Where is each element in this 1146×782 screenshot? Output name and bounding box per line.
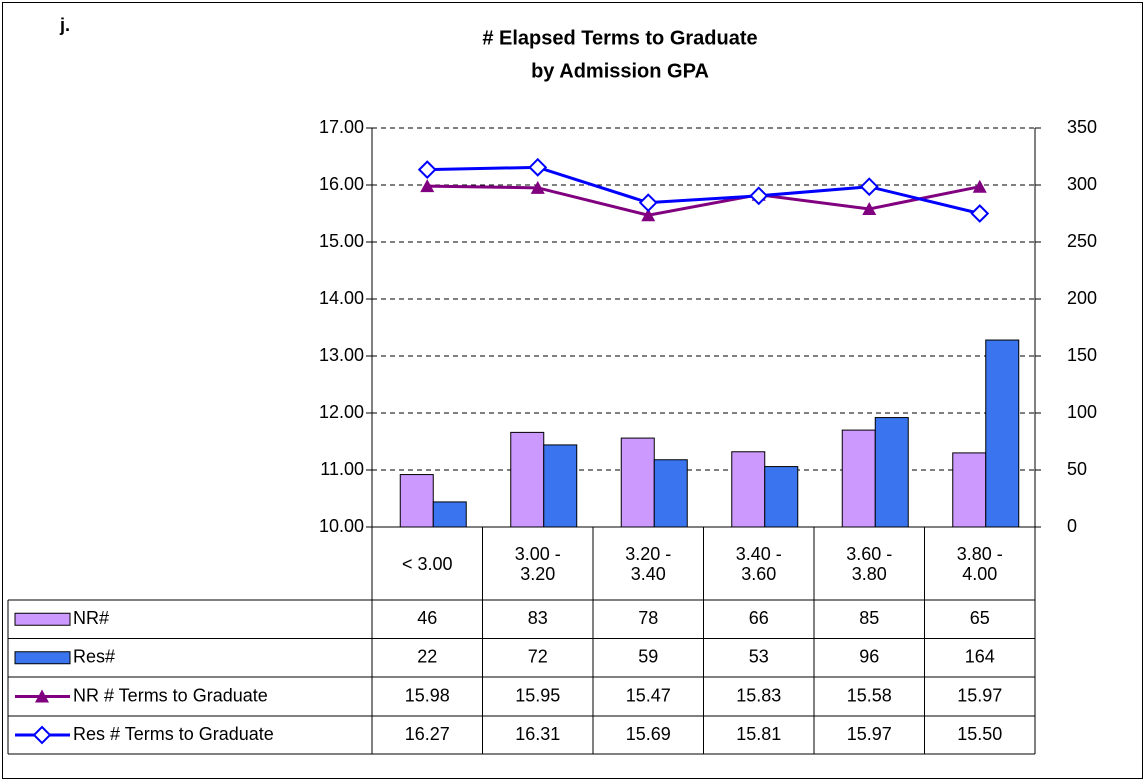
table-cell: 15.81 [736, 724, 781, 744]
bar [841, 429, 876, 528]
line [427, 165, 981, 215]
bar [432, 501, 467, 528]
table-cell: 65 [970, 608, 990, 628]
y-tick-label: 15.00 [319, 231, 364, 251]
legend-label: Res# [73, 647, 115, 667]
line-marker [641, 208, 656, 222]
y2-tick-label: 200 [1067, 288, 1097, 308]
table-cell: 72 [528, 647, 548, 667]
x-tick-label: 3.60 - 3.80 [846, 543, 893, 584]
line-marker [417, 160, 437, 180]
bar [510, 431, 545, 528]
legend-label: NR# [73, 608, 109, 628]
legend-marker [32, 725, 52, 745]
legend-label: Res # Terms to Graduate [73, 724, 274, 744]
bar [543, 444, 578, 528]
y2-tick-label: 0 [1067, 516, 1077, 536]
table-cell: 15.95 [515, 685, 560, 705]
x-tick-label: 3.80 - 4.00 [956, 543, 1003, 584]
table-cell: 66 [749, 608, 769, 628]
table-cell: 85 [859, 608, 879, 628]
table-cell: 15.50 [957, 724, 1002, 744]
chart-subtitle: by Admission GPA [531, 60, 709, 82]
y2-tick-label: 50 [1067, 459, 1087, 479]
line-marker [530, 180, 545, 194]
line-marker [859, 177, 879, 197]
table-cell: 96 [859, 647, 879, 667]
legend-label: NR # Terms to Graduate [73, 685, 268, 705]
table-cell: 15.58 [847, 685, 892, 705]
table-cell: 15.83 [736, 685, 781, 705]
y2-tick-label: 150 [1067, 345, 1097, 365]
table-cell: 15.98 [405, 685, 450, 705]
table-cell: 59 [638, 647, 658, 667]
legend-marker [35, 689, 49, 703]
y-tick-label: 17.00 [319, 117, 364, 137]
x-tick-label: 3.00 - 3.20 [514, 543, 561, 584]
table-cell: 78 [638, 608, 658, 628]
bar [399, 474, 434, 528]
chart-title: # Elapsed Terms to Graduate [482, 27, 757, 49]
y-tick-label: 14.00 [319, 288, 364, 308]
table-cell: 15.69 [626, 724, 671, 744]
line-marker [528, 157, 548, 177]
legend-key [14, 651, 71, 665]
line-marker [970, 204, 990, 223]
table-cell: 164 [965, 647, 995, 667]
line-marker [862, 201, 877, 215]
table-cell: 46 [417, 608, 437, 628]
y-tick-label: 12.00 [319, 402, 364, 422]
bar [731, 451, 766, 528]
y-tick-label: 16.00 [319, 174, 364, 194]
table-cell: 15.97 [957, 685, 1002, 705]
line-marker [972, 179, 987, 193]
legend-key [14, 612, 71, 626]
line-marker [420, 179, 435, 193]
y-tick-label: 11.00 [320, 459, 364, 479]
table-cell: 16.31 [515, 724, 560, 744]
y2-tick-label: 100 [1067, 402, 1097, 422]
bar [764, 466, 799, 528]
bar [653, 459, 688, 528]
y2-tick-label: 350 [1067, 117, 1097, 137]
x-tick-label: 3.40 - 3.60 [735, 543, 782, 584]
y2-tick-label: 250 [1067, 231, 1097, 251]
table-cell: 22 [417, 647, 437, 667]
bar [874, 417, 909, 528]
line [427, 184, 981, 217]
table-cell: 83 [528, 608, 548, 628]
x-tick-label: < 3.00 [401, 553, 453, 574]
bar [952, 452, 987, 528]
y-tick-label: 13.00 [319, 345, 364, 365]
table-cell: 53 [749, 647, 769, 667]
bar [620, 437, 655, 528]
table-cell: 15.47 [626, 685, 671, 705]
y2-tick-label: 300 [1067, 174, 1097, 194]
x-tick-label: 3.20 - 3.40 [625, 543, 672, 584]
line-marker [749, 186, 769, 206]
table-cell: 16.27 [405, 724, 450, 744]
line-marker [638, 193, 658, 213]
table-cell: 15.97 [847, 724, 892, 744]
y-tick-label: 10.00 [319, 516, 364, 536]
panel-label: j. [59, 15, 70, 35]
bar [985, 339, 1020, 528]
